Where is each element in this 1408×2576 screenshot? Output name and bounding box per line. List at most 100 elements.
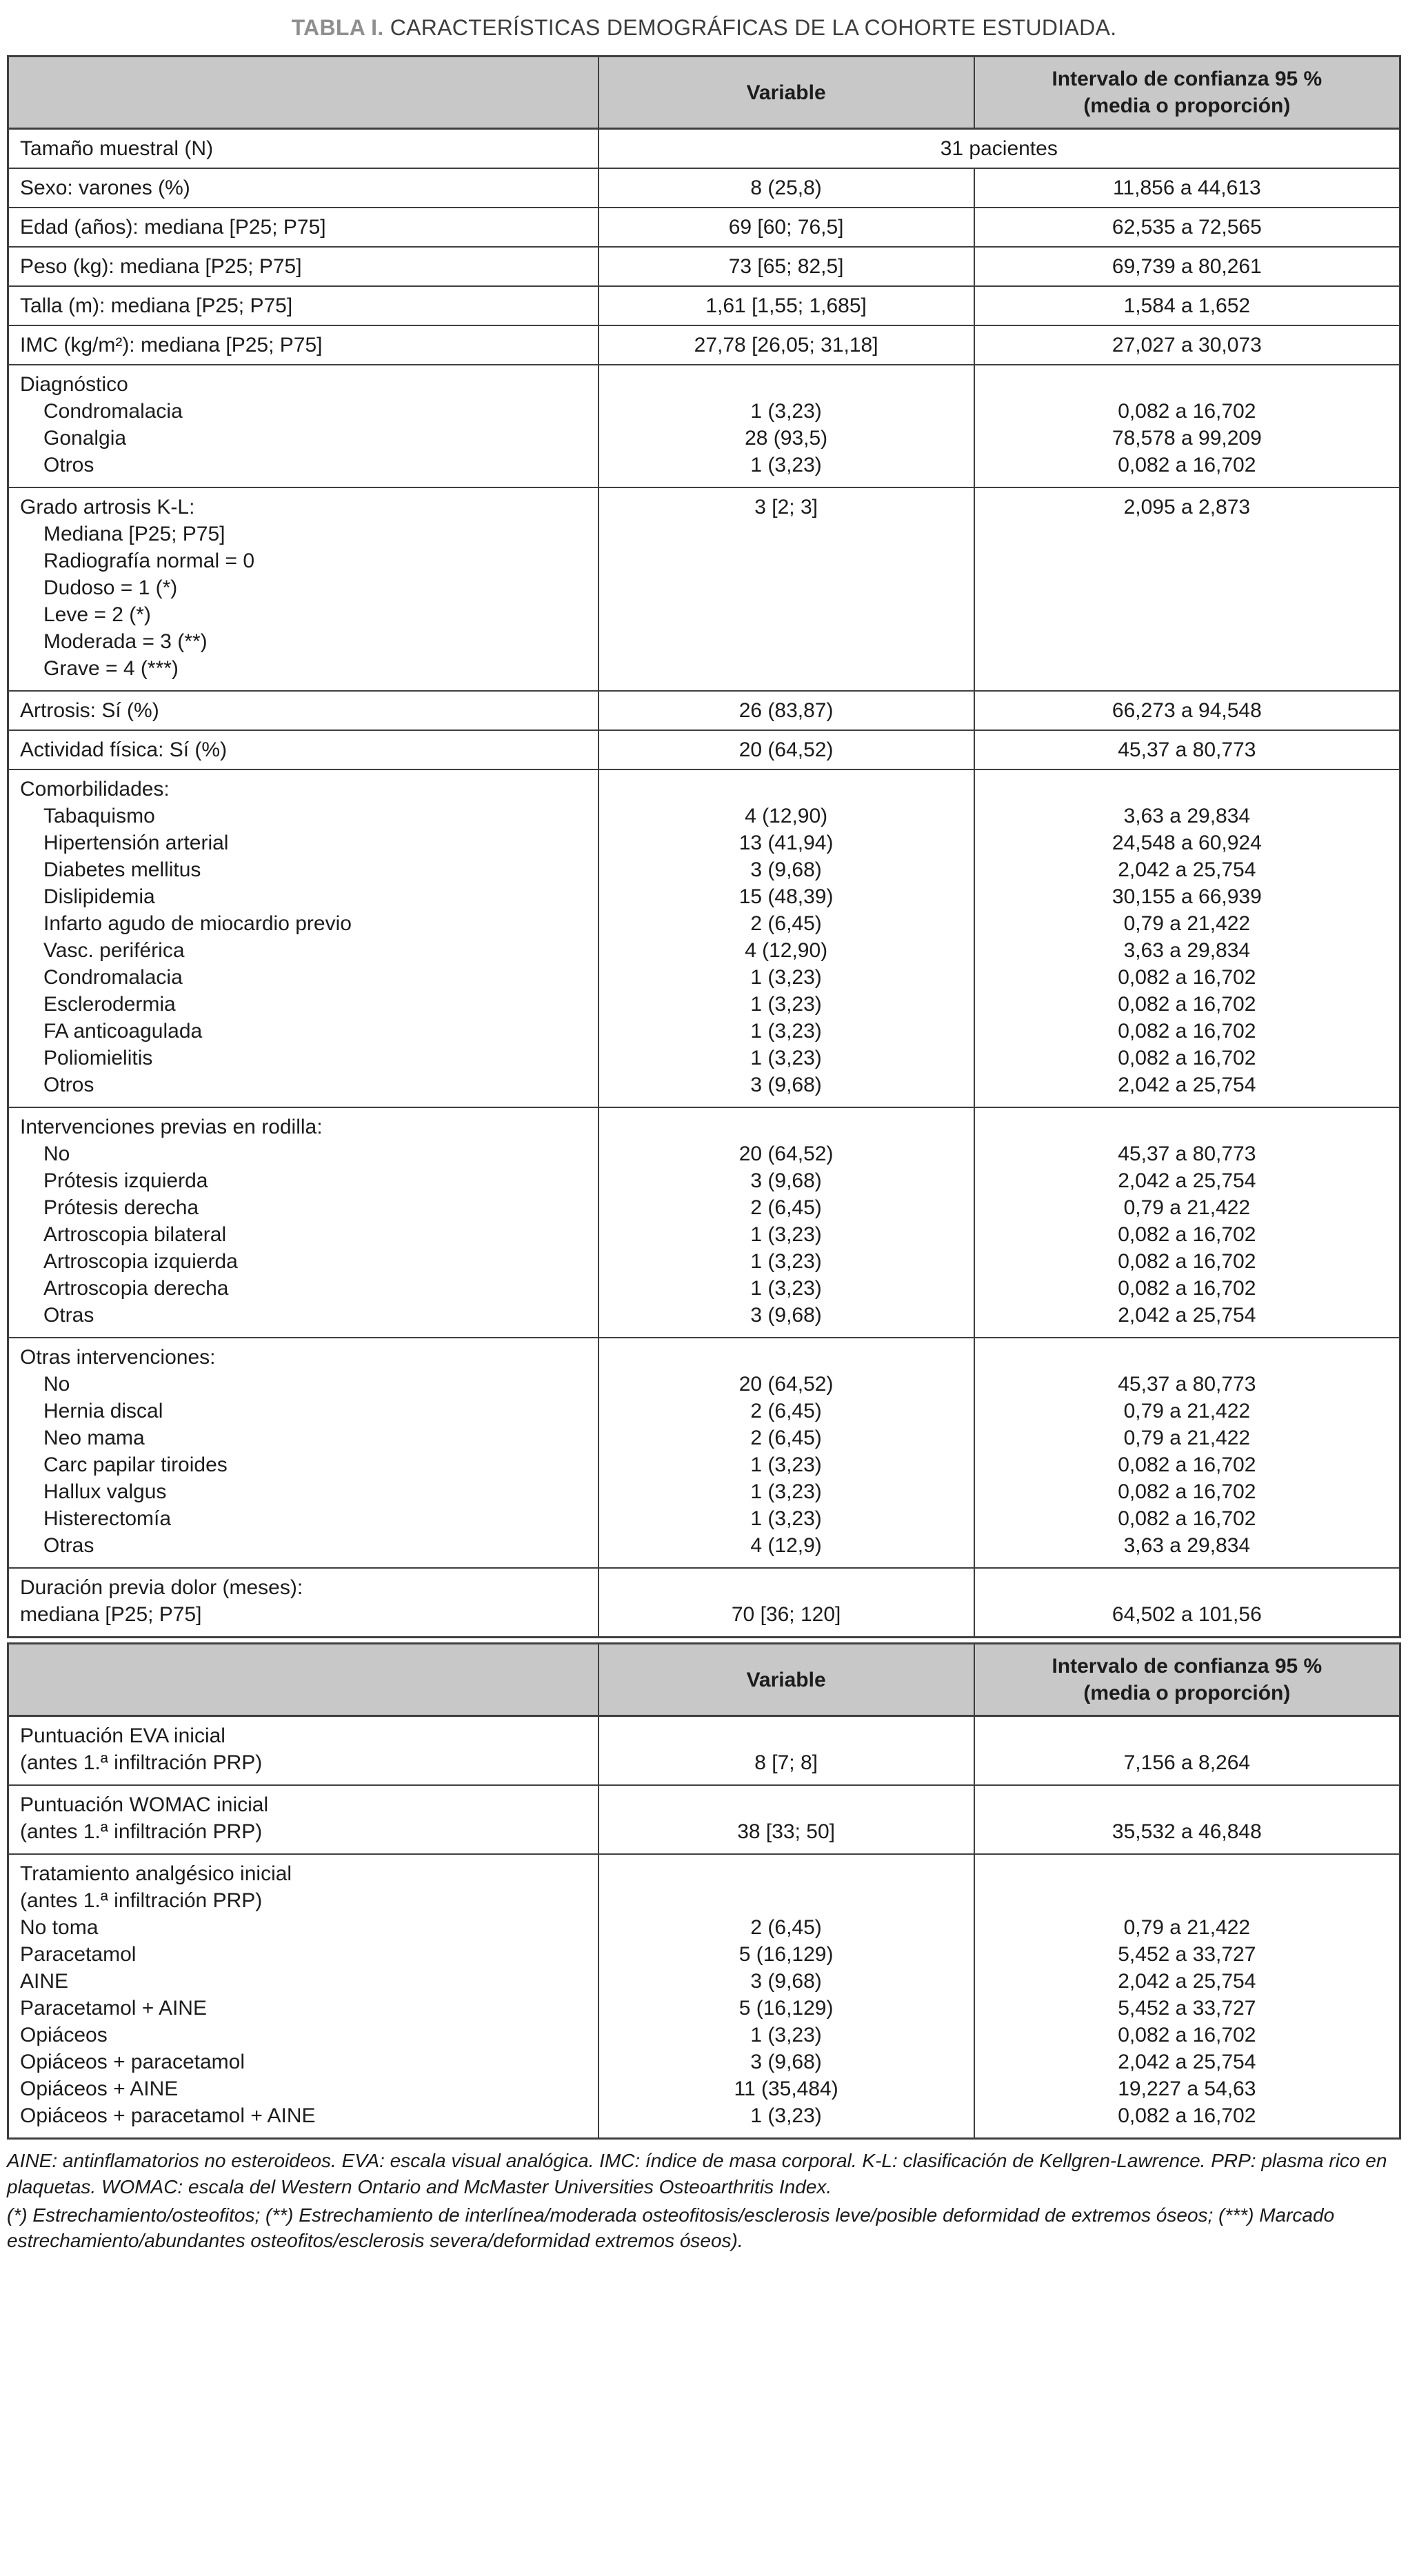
table-row: Comorbilidades: Tabaquismo Hipertensión ar… [7, 769, 1401, 1108]
ci-value: 0,082 a 16,702 [1118, 966, 1256, 989]
variable-value: 1 (3,23) [750, 1507, 822, 1530]
ci-value: 5,452 a 33,727 [1118, 1943, 1256, 1966]
ci-value: 0,79 a 21,422 [1123, 1400, 1251, 1422]
table-row: Peso (kg): mediana [P25; P75] 73 [65; 82,… [7, 246, 1401, 287]
variable-value: 1 (3,23) [750, 2024, 822, 2046]
variable-value: 1 (3,23) [750, 966, 822, 989]
ci-value: 5,452 a 33,727 [1118, 1997, 1256, 2020]
ci-value [983, 371, 1391, 398]
variable-value [607, 1887, 965, 1914]
row-label: Infarto agudo de miocardio previo [43, 912, 352, 935]
variable-value: 3 (9,68) [750, 1304, 822, 1327]
ci-cell: 69,739 a 80,261 [973, 246, 1401, 287]
variable-value: 2 (6,45) [750, 1196, 822, 1219]
variable-cell: 73 [65; 82,5] [597, 246, 975, 287]
variable-cell: 20 (64,52) [597, 729, 975, 770]
variable-value: 1 (3,23) [750, 993, 822, 1016]
ci-value: 0,082 a 16,702 [1118, 1453, 1256, 1476]
row-label: Carc papilar tiroides [43, 1453, 228, 1476]
row-label: mediana [P25; P75] [20, 1603, 202, 1626]
row-label: Condromalacia [43, 400, 183, 423]
ci-value: 35,532 a 46,848 [1112, 1820, 1262, 1843]
row-label-cell: Intervenciones previas en rodilla: No Prót… [7, 1107, 599, 1338]
variable-value: 11 (35,484) [734, 2077, 838, 2100]
ci-value: 45,37 a 80,773 [1118, 1143, 1256, 1165]
ci-value [983, 655, 1391, 682]
variable-cell: 26 (83,87) [597, 690, 975, 731]
row-label: Puntuación WOMAC inicial [20, 1793, 269, 1816]
variable-value: 3 (9,68) [750, 2051, 822, 2073]
variable-value: 2 (6,45) [750, 912, 822, 935]
row-label: Prótesis izquierda [43, 1169, 208, 1192]
ci-cell: 1,584 a 1,652 [973, 285, 1401, 326]
variable-value: 1 (3,23) [750, 1047, 822, 1069]
variable-cell: 4 (12,90) 13 (41,94) 3 (9,68) 15 (48,39) 2 (… [597, 769, 975, 1108]
variable-value: 1 (3,23) [750, 1453, 822, 1476]
variable-cell: 20 (64,52) 3 (9,68) 2 (6,45) 1 (3,23) 1 (3,2… [597, 1107, 975, 1338]
variable-value [607, 1791, 965, 1818]
row-label-cell: Grado artrosis K-L: Mediana [P25; P75] Rad… [7, 487, 599, 692]
ci-value: 19,227 a 54,63 [1118, 2077, 1256, 2100]
variable-value [607, 1114, 965, 1140]
row-label: Mediana [P25; P75] [43, 523, 225, 545]
row-label-cell: Tratamiento analgésico inicial (antes 1.ª… [7, 1853, 599, 2140]
ci-value [983, 574, 1391, 601]
ci-cell: 0,79 a 21,422 5,452 a 33,727 2,042 a 25,75… [973, 1853, 1401, 2140]
ci-value [983, 628, 1391, 655]
row-label-cell: Comorbilidades: Tabaquismo Hipertensión ar… [7, 769, 599, 1108]
ci-cell: 0,082 a 16,702 78,578 a 99,209 0,082 a 16,… [973, 364, 1401, 488]
ci-cell: 45,37 a 80,773 0,79 a 21,422 0,79 a 21,422… [973, 1337, 1401, 1569]
table-row: Artrosis: Sí (%) 26 (83,87) 66,273 a 94,54… [7, 690, 1401, 731]
row-label: Comorbilidades: [20, 778, 170, 801]
ci-value: 78,578 a 99,209 [1112, 427, 1262, 450]
row-label: Paracetamol + AINE [20, 1997, 207, 2020]
variable-value: 4 (12,9) [750, 1534, 822, 1557]
ci-value: 0,082 a 16,702 [1118, 1250, 1256, 1273]
row-label-cell: Tamaño muestral (N) [7, 128, 599, 169]
ci-cell: 7,156 a 8,264 [973, 1715, 1401, 1786]
variable-value: 70 [36; 120] [731, 1603, 841, 1626]
row-label: Opiáceos + paracetamol + AINE [20, 2104, 316, 2127]
variable-value: 1 (3,23) [750, 1250, 822, 1273]
variable-value [607, 628, 965, 655]
row-label: Hallux valgus [43, 1480, 167, 1503]
footnotes: AINE: antinflamatorios no esteroideos. E… [7, 2148, 1401, 2254]
variable-cell: 27,78 [26,05; 31,18] [597, 325, 975, 365]
ci-cell: 66,273 a 94,548 [973, 690, 1401, 731]
variable-value: 1 (3,23) [750, 454, 822, 476]
variable-cell: 2 (6,45) 5 (16,129) 3 (9,68) 5 (16,129) 1 (3… [597, 1853, 975, 2140]
table-row: Sexo: varones (%) 8 (25,8) 11,856 a 44,613 [7, 168, 1401, 208]
header-ci-line1: Intervalo de confianza 95 % [1052, 1655, 1322, 1678]
table-row: Intervenciones previas en rodilla: No Prót… [7, 1107, 1401, 1338]
variable-value: 3 (9,68) [750, 858, 822, 881]
table-header: Variable Intervalo de confianza 95 % (me… [7, 55, 1401, 130]
ci-value: 2,095 a 2,873 [1123, 496, 1251, 519]
ci-value [983, 1887, 1391, 1914]
row-label: Otras [43, 1304, 94, 1327]
table-row: Otras intervenciones: No Hernia discal Neo … [7, 1337, 1401, 1569]
ci-value [983, 601, 1391, 628]
ci-value: 2,042 a 25,754 [1118, 1074, 1256, 1096]
header-ci-line2: (media o proporción) [1083, 1682, 1291, 1704]
ci-value: 0,082 a 16,702 [1118, 2104, 1256, 2127]
ci-value: 0,082 a 16,702 [1118, 1223, 1256, 1246]
ci-value: 2,042 a 25,754 [1118, 1304, 1256, 1327]
variable-value [607, 547, 965, 574]
variable-cell: 1 (3,23) 28 (93,5) 1 (3,23) [597, 364, 975, 488]
footnote-symbols: (*) Estrechamiento/osteofitos; (**) Estr… [7, 2204, 1335, 2252]
row-label-cell: Puntuación WOMAC inicial (antes 1.ª infil… [7, 1784, 599, 1855]
row-label: Otras [43, 1534, 94, 1557]
header-variable: Variable [597, 55, 975, 130]
variable-value: 3 [2; 3] [754, 496, 818, 519]
ci-value [983, 1722, 1391, 1749]
variable-value [607, 574, 965, 601]
ci-value: 2,042 a 25,754 [1118, 1970, 1256, 1993]
page: TABLA I. CARACTERÍSTICAS DEMOGRÁFICAS DE… [7, 15, 1401, 2254]
header-ci-line1: Intervalo de confianza 95 % [1052, 68, 1322, 90]
table-row: Puntuación EVA inicial (antes 1.ª infiltr… [7, 1715, 1401, 1786]
variable-value [607, 371, 965, 398]
ci-value [983, 547, 1391, 574]
row-label-cell: Duración previa dolor (meses): mediana [P… [7, 1567, 599, 1638]
variable-cell: 8 [7; 8] [597, 1715, 975, 1786]
ci-value: 2,042 a 25,754 [1118, 1169, 1256, 1192]
